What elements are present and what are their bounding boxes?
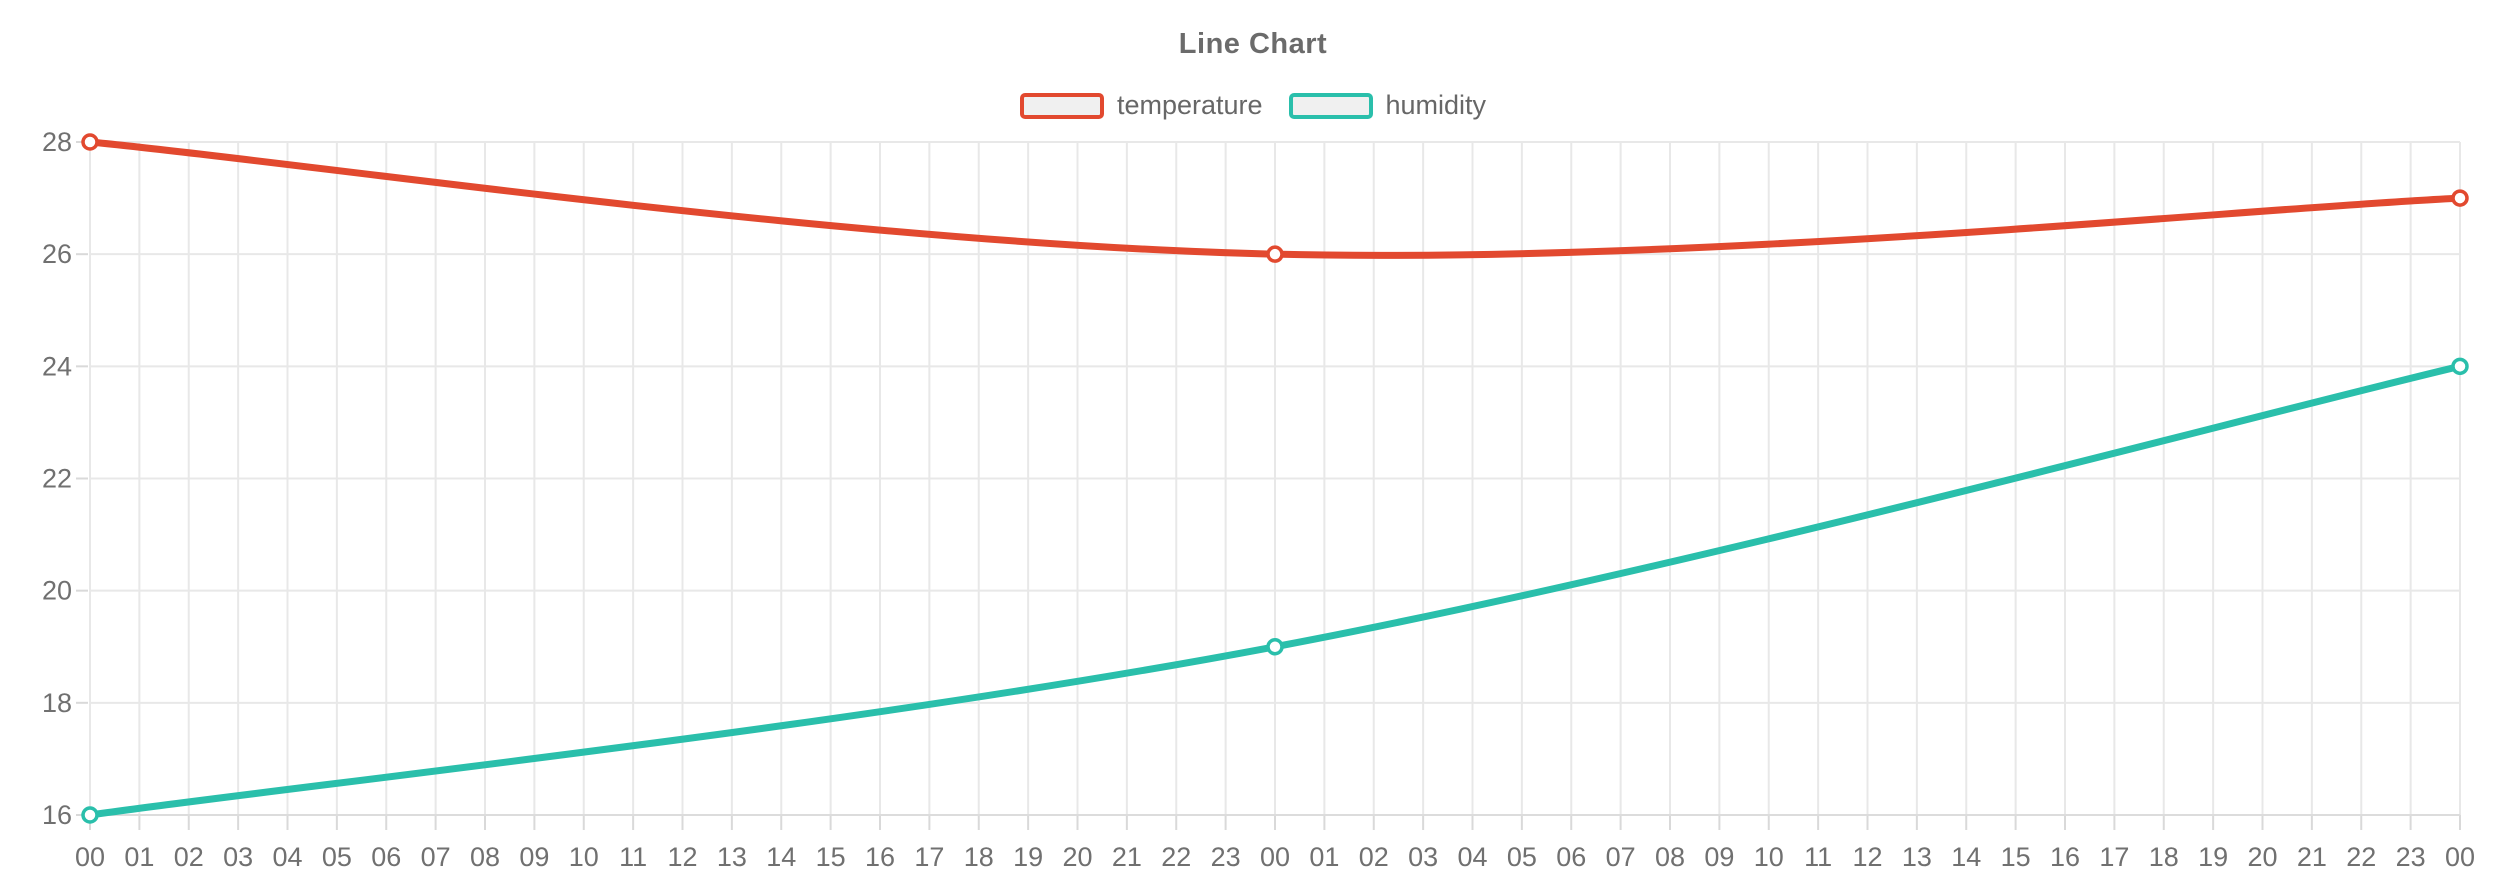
x-axis-label: 10: [1754, 842, 1784, 872]
x-axis-label: 12: [667, 842, 697, 872]
data-point-temperature: [81, 133, 99, 151]
x-axis-label: 14: [1951, 842, 1981, 872]
x-axis-label: 00: [1260, 842, 1290, 872]
x-axis-label: 20: [2247, 842, 2277, 872]
x-axis-label: 02: [1359, 842, 1389, 872]
x-axis-label: 11: [1804, 842, 1832, 872]
x-axis-label: 08: [470, 842, 500, 872]
x-axis-label: 02: [174, 842, 204, 872]
x-axis-label: 21: [1112, 842, 1142, 872]
legend-label: humidity: [1385, 90, 1487, 120]
legend-item-humidity[interactable]: humidity: [1288, 90, 1487, 120]
x-axis-label: 06: [1556, 842, 1586, 872]
x-axis-label: 23: [1211, 842, 1241, 872]
y-axis-label: 24: [42, 351, 72, 381]
legend-item-temperature[interactable]: temperature: [1019, 90, 1263, 120]
y-axis-label: 20: [42, 576, 72, 606]
chart-title: Line Chart: [1178, 28, 1328, 60]
x-axis-label: 16: [865, 842, 895, 872]
legend-swatch-temperature: [1019, 92, 1104, 119]
x-axis-label: 00: [2445, 842, 2475, 872]
x-axis-label: 19: [2198, 842, 2228, 872]
data-point-humidity: [2451, 357, 2469, 376]
x-axis-label: 15: [816, 842, 846, 872]
y-axis-label: 28: [42, 127, 72, 157]
y-axis-label: 26: [42, 239, 72, 269]
x-axis-label: 14: [766, 842, 796, 872]
x-axis-label: 10: [569, 842, 599, 872]
data-point-humidity: [81, 806, 99, 824]
x-axis-label: 11: [619, 842, 647, 872]
data-point-humidity: [1266, 638, 1284, 656]
y-axis-label: 18: [42, 688, 72, 718]
x-axis-label: 20: [1062, 842, 1092, 872]
x-axis-label: 09: [519, 842, 549, 872]
x-axis-label: 01: [1309, 842, 1339, 872]
x-axis-label: 17: [2099, 842, 2129, 872]
x-axis-label: 21: [2297, 842, 2327, 872]
x-axis-label: 00: [75, 842, 105, 872]
x-axis-label: 17: [914, 842, 944, 872]
x-axis-label: 07: [1606, 842, 1636, 872]
x-axis-label: 22: [2346, 842, 2376, 872]
x-axis-label: 01: [124, 842, 154, 872]
data-point-temperature: [1266, 245, 1284, 263]
legend-swatch-humidity: [1288, 92, 1373, 119]
x-axis-label: 04: [1457, 842, 1487, 872]
y-axis-label: 16: [42, 800, 72, 830]
x-axis-label: 05: [1507, 842, 1537, 872]
x-axis-label: 16: [2050, 842, 2080, 872]
x-axis-label: 06: [371, 842, 401, 872]
x-axis-label: 19: [1013, 842, 1043, 872]
x-axis-label: 03: [223, 842, 253, 872]
x-axis-label: 09: [1704, 842, 1734, 872]
y-axis-label: 22: [42, 464, 72, 494]
x-axis-label: 05: [322, 842, 352, 872]
x-axis-label: 15: [2001, 842, 2031, 872]
x-axis-label: 23: [2396, 842, 2426, 872]
x-axis-label: 13: [1902, 842, 1932, 872]
x-axis-label: 03: [1408, 842, 1438, 872]
legend-label: temperature: [1116, 90, 1263, 120]
x-axis-label: 08: [1655, 842, 1685, 872]
x-axis-label: 07: [421, 842, 451, 872]
x-axis-label: 13: [717, 842, 747, 872]
x-axis-label: 18: [2149, 842, 2179, 872]
x-axis-label: 18: [964, 842, 994, 872]
x-axis-label: 22: [1161, 842, 1191, 872]
x-axis-label: 04: [272, 842, 302, 872]
x-axis-label: 12: [1852, 842, 1882, 872]
data-point-temperature: [2451, 189, 2469, 207]
legend: temperature humidity: [0, 92, 2506, 119]
